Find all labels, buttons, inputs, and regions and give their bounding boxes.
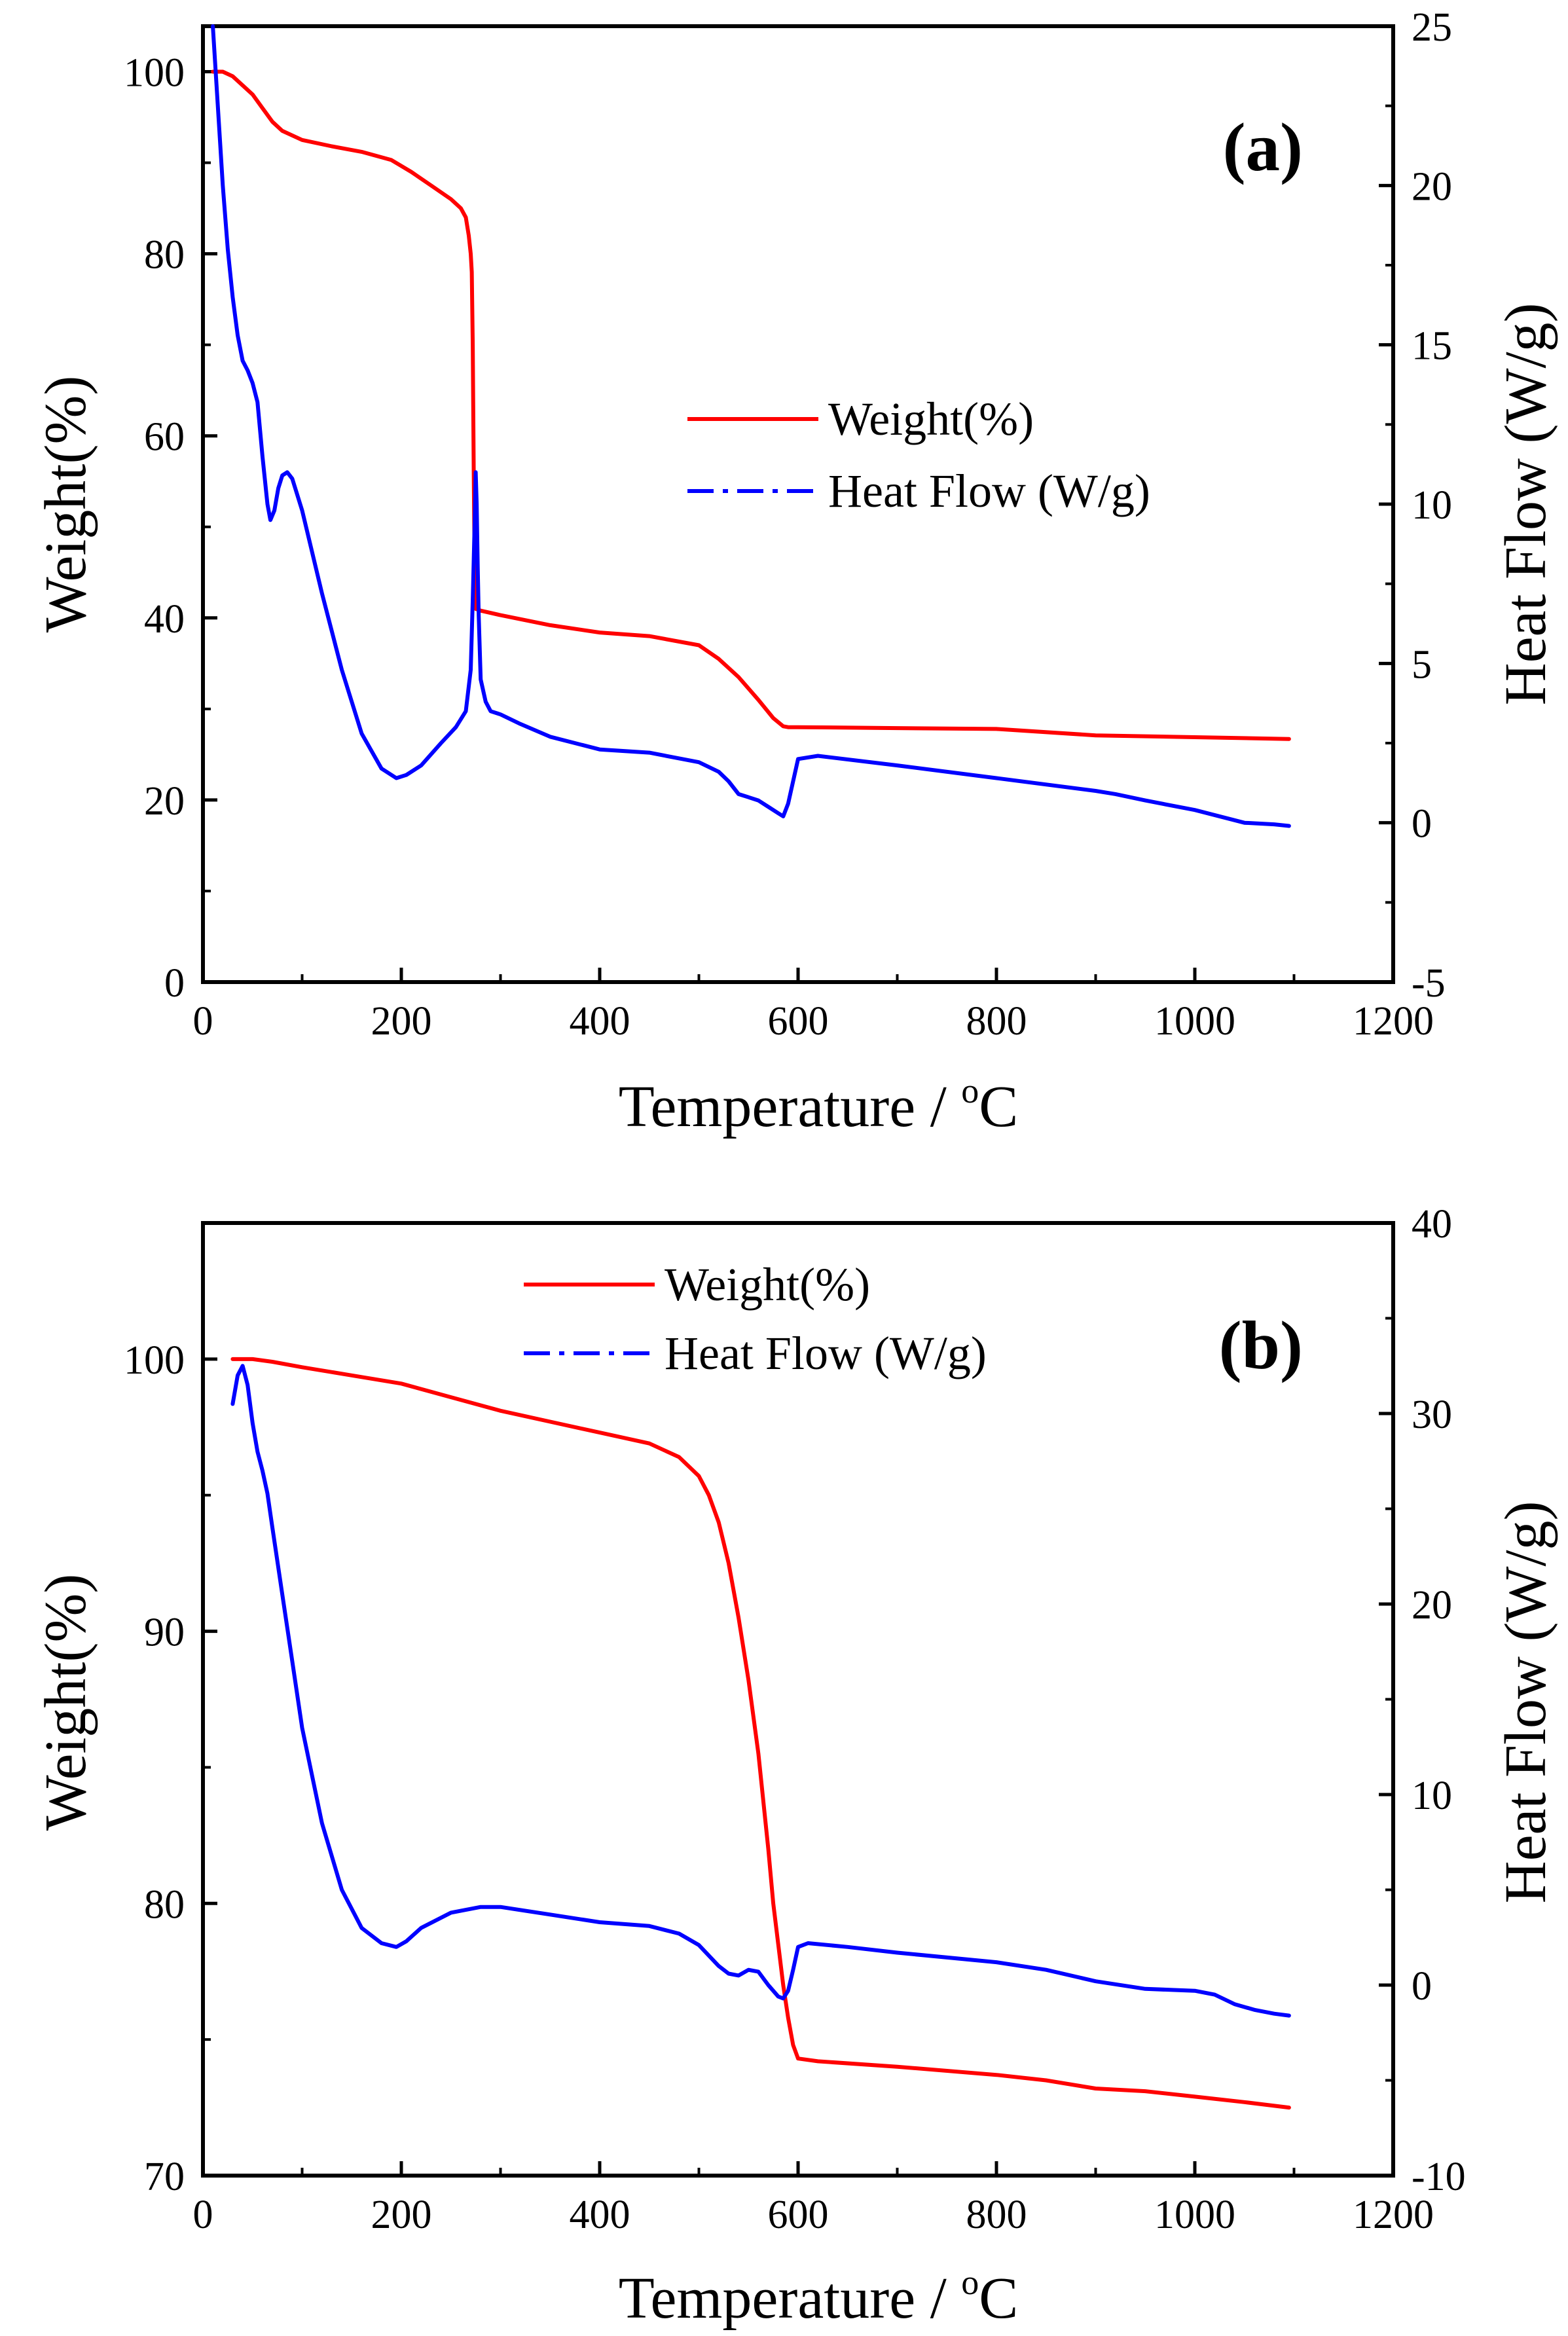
x-tick-label: 1200 — [1353, 999, 1434, 1044]
curves-a — [211, 24, 1291, 828]
heat-flow-curve — [211, 24, 1291, 828]
x-axis-label-text: Temperature / — [619, 2266, 961, 2331]
panel-label-b: (b) — [1219, 1307, 1303, 1383]
x-tick-label: 600 — [768, 2193, 829, 2237]
x-tick-label: 0 — [193, 999, 213, 1044]
heat-flow-curve — [230, 1364, 1291, 2018]
y-tick-label: 0 — [164, 961, 185, 1006]
x-tick-label: 800 — [966, 2193, 1027, 2237]
x-axis-label-sup: o — [961, 1071, 979, 1110]
y-tick-label: 40 — [144, 597, 185, 642]
y-tick-label: 80 — [144, 1882, 185, 1927]
y2-tick-label: 10 — [1412, 1774, 1452, 1818]
y-tick-label: 100 — [124, 1338, 185, 1383]
x-axis-label-a: Temperature / oC — [619, 1071, 1018, 1139]
x-tick-label: 400 — [570, 2193, 630, 2237]
legend-label-weight: Weight(%) — [665, 1258, 870, 1311]
y-axis-label-a: Weight(%) — [33, 376, 98, 633]
legend-b: Weight(%) Heat Flow (W/g) — [524, 1258, 987, 1379]
y2-tick-label: 40 — [1412, 1202, 1452, 1247]
x-tick-label: 1000 — [1154, 2193, 1235, 2237]
ticks-a: 0 200 400 600 800 1000 1200 0 20 40 60 80 100 -5 0 5 10 1… — [124, 5, 1452, 1044]
y2-tick-label: 20 — [1412, 164, 1452, 209]
x-axis-label-unit: C — [979, 1074, 1018, 1139]
y2-axis-label-b: Heat Flow (W/g) — [1493, 1501, 1558, 1904]
x-axis-label-unit: C — [979, 2266, 1018, 2331]
x-tick-label: 1000 — [1154, 999, 1235, 1044]
curves-b — [230, 1357, 1291, 2110]
y2-tick-label: 25 — [1412, 5, 1452, 50]
y-tick-label: 100 — [124, 51, 185, 96]
legend-label-weight: Weight(%) — [828, 393, 1034, 445]
ticks-b: 0 200 400 600 800 1000 1200 70 80 90 100 -10 0 10 20 30… — [124, 1202, 1466, 2237]
x-tick-label: 400 — [570, 999, 630, 1044]
legend-a: Weight(%) Heat Flow (W/g) — [687, 393, 1150, 517]
x-axis-label-text: Temperature / — [619, 1074, 961, 1139]
x-tick-label: 200 — [371, 2193, 432, 2237]
y2-tick-label: 10 — [1412, 483, 1452, 528]
y-tick-label: 20 — [144, 779, 185, 824]
x-tick-label: 600 — [768, 999, 829, 1044]
panel-label-a: (a) — [1223, 109, 1303, 185]
x-axis-label-b: Temperature / oC — [619, 2263, 1018, 2331]
x-tick-label: 0 — [193, 2193, 213, 2237]
y2-tick-label: 5 — [1412, 642, 1432, 687]
y-tick-label: 70 — [144, 2155, 185, 2199]
x-tick-label: 1200 — [1353, 2193, 1434, 2237]
y-tick-label: 80 — [144, 233, 185, 278]
y-axis-label-b: Weight(%) — [33, 1574, 98, 1831]
plot-frame-a — [201, 24, 1395, 984]
y2-tick-label: 0 — [1412, 802, 1432, 847]
y2-tick-label: -10 — [1412, 2155, 1466, 2199]
legend-label-heat-flow: Heat Flow (W/g) — [665, 1327, 987, 1379]
y2-axis-label-a: Heat Flow (W/g) — [1493, 303, 1558, 706]
y2-tick-label: 0 — [1412, 1964, 1432, 2009]
weight-curve — [230, 1357, 1291, 2110]
y2-tick-label: -5 — [1412, 961, 1446, 1006]
panel-a: 0 200 400 600 800 1000 1200 0 20 40 60 80 100 -5 0 5 10 1… — [33, 5, 1558, 1139]
y-tick-label: 90 — [144, 1611, 185, 1655]
x-axis-label-sup: o — [961, 2263, 979, 2302]
y2-tick-label: 15 — [1412, 324, 1452, 369]
x-tick-label: 200 — [371, 999, 432, 1044]
y2-tick-label: 30 — [1412, 1393, 1452, 1437]
y2-tick-label: 20 — [1412, 1583, 1452, 1628]
panel-b: 0 200 400 600 800 1000 1200 70 80 90 100 -10 0 10 20 30… — [33, 1202, 1558, 2331]
weight-curve — [211, 69, 1291, 741]
legend-label-heat-flow: Heat Flow (W/g) — [828, 465, 1150, 517]
y-tick-label: 60 — [144, 415, 185, 460]
x-tick-label: 800 — [966, 999, 1027, 1044]
